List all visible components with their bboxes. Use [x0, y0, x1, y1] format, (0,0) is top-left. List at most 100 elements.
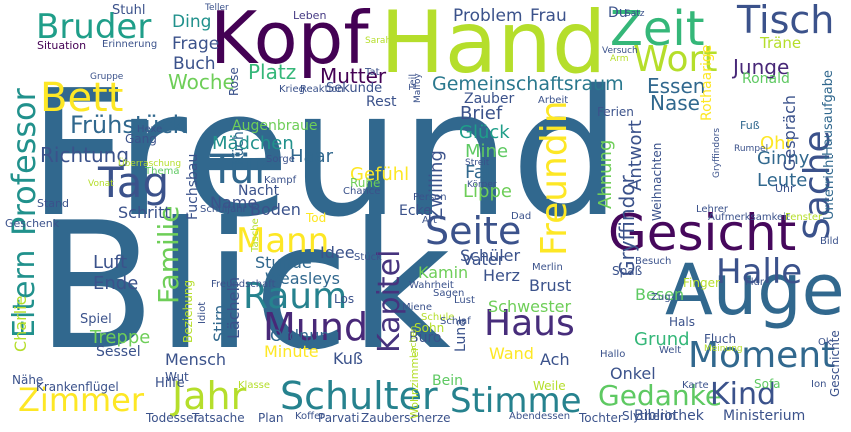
word-weile: Weile [533, 379, 566, 393]
word-tasche: Tasche [250, 218, 261, 252]
word-bild: Bild [820, 236, 839, 247]
word-schule: Schule [421, 312, 455, 323]
word-tuer: Tür [210, 147, 271, 193]
word-kind: Kind [710, 377, 777, 412]
word-kapitel: Kapitel [372, 249, 407, 353]
word-tisch: Tisch [737, 0, 835, 42]
word-los: Los [334, 292, 355, 306]
word-sagen: Sagen [433, 288, 465, 299]
word-fuss: Fuß [740, 119, 760, 132]
word-ferien: Ferien [597, 105, 634, 119]
word-parvati: Parvati [318, 411, 360, 425]
word-geschenk: Geschenk [5, 217, 60, 230]
word-plan: Plan [258, 411, 284, 425]
word-versuch: Versuch [602, 46, 638, 56]
word-tat: Tat [365, 67, 380, 78]
word-schritt: Schritt [118, 203, 171, 222]
word-krieg: Krieg [279, 84, 305, 95]
word-ruhe: Ruhe [350, 176, 381, 190]
word-lippe: Lippe [463, 181, 512, 202]
word-bein: Bein [432, 373, 463, 389]
word-gemeinschaftsraum: Gemeinschaftsraum [432, 73, 624, 95]
word-ahnung: Ahnung [595, 139, 616, 209]
word-tochter: Tochter [579, 411, 623, 425]
word-leben: Leben [293, 9, 327, 22]
word-ach: Ach [540, 350, 570, 369]
word-dad: Dad [511, 211, 532, 222]
word-malfoy: Malfoy [413, 73, 423, 103]
word-vonat: Vonat [88, 179, 114, 189]
word-idee: Idee [320, 243, 355, 262]
word-zimmer: Zimmer [18, 381, 144, 419]
word-merlin: Merlin [532, 262, 563, 273]
word-teller: Teller [205, 3, 229, 13]
word-slytherin: Slytherin [622, 409, 676, 423]
word-schwester: Schwester [488, 297, 572, 316]
word-finger: Finger [683, 276, 720, 290]
word-fenster: Fenster [785, 212, 823, 223]
word-schueler: Schüler [460, 246, 521, 265]
word-situation: Situation [37, 39, 87, 52]
word-tatsache: Tatsache [192, 411, 245, 425]
word-platz: Platz [248, 60, 297, 84]
word-kampf: Kampf [264, 175, 297, 186]
word-sofa: Sofa [754, 377, 781, 391]
word-boden: Boden [250, 200, 301, 219]
word-sessel: Sessel [96, 344, 141, 360]
word-grund: Grund [634, 329, 690, 350]
word-tod: Tod [306, 211, 327, 225]
word-du: Du [608, 5, 628, 21]
word-halle: Halle [716, 252, 803, 292]
word-thema: Thema [145, 166, 180, 177]
word-ion: Ion [811, 379, 827, 390]
word-arm: Arm [610, 54, 629, 64]
word-naehe: Nähe [12, 373, 44, 387]
word-haus: Haus [484, 303, 575, 344]
word-freundin: Freundin [534, 100, 575, 256]
word-zauberscherze: Zauberscherze [361, 411, 451, 425]
word-spiel: Spiel [80, 312, 112, 327]
word-mutter: Mutter [320, 64, 387, 88]
word-erinnerung: Erinnerung [102, 39, 158, 50]
word-besen: Besen [635, 285, 685, 304]
word-schlaf: Schlaf [440, 316, 471, 327]
word-ueberraschung: Überraschung [118, 159, 182, 169]
word-unterricht: Unterricht [822, 154, 837, 220]
word-schuljahr: Schuljahr [200, 204, 247, 215]
word-weihnachten: Weihnachten [650, 142, 664, 221]
word-ok: Ok [818, 337, 832, 348]
word-haar: Haar [290, 146, 333, 167]
word-jahr: Jahr [172, 374, 247, 418]
word-streit: Streit [465, 158, 490, 168]
word-flur: Flur [745, 277, 764, 288]
word-essen: Essen [647, 74, 706, 98]
word-woche: Woche [168, 70, 235, 94]
word-beziehung: Beziehung [181, 279, 195, 343]
word-nase: Nase [650, 91, 700, 115]
word-buch: Buch [173, 54, 216, 74]
word-wort: Wort [633, 39, 718, 80]
word-sekunde: Sekunde [326, 81, 383, 96]
word-professor: Professor [5, 88, 43, 236]
word-reaktion: Reaktion [300, 84, 344, 95]
word-krankenfluegel: Krankenflügel [36, 380, 119, 394]
word-ende: Ende [93, 273, 139, 294]
word-onkel: Onkel [610, 364, 656, 383]
word-geschichte: Geschichte [828, 330, 842, 397]
word-ministerium: Ministerium [723, 408, 806, 424]
word-hexe: Hexe [137, 124, 163, 135]
word-gesicht: Gesicht [608, 204, 797, 262]
word-bibliothek: Bibliothek [634, 408, 704, 424]
word-ordnung: Ordnung [270, 326, 340, 345]
word-uhr: Uhr [775, 182, 795, 195]
word-koerper: Körper [467, 180, 497, 190]
word-wand: Wand [489, 344, 534, 363]
word-bett: Bett [40, 75, 124, 121]
word-brief: Brief [460, 103, 503, 124]
word-mensch: Mensch [165, 350, 227, 369]
word-junge: Junge [733, 55, 790, 79]
word-ronald: Ronald [742, 71, 790, 87]
word-lust: Lust [454, 295, 475, 306]
word-weasleys: Weasleys [265, 269, 340, 288]
